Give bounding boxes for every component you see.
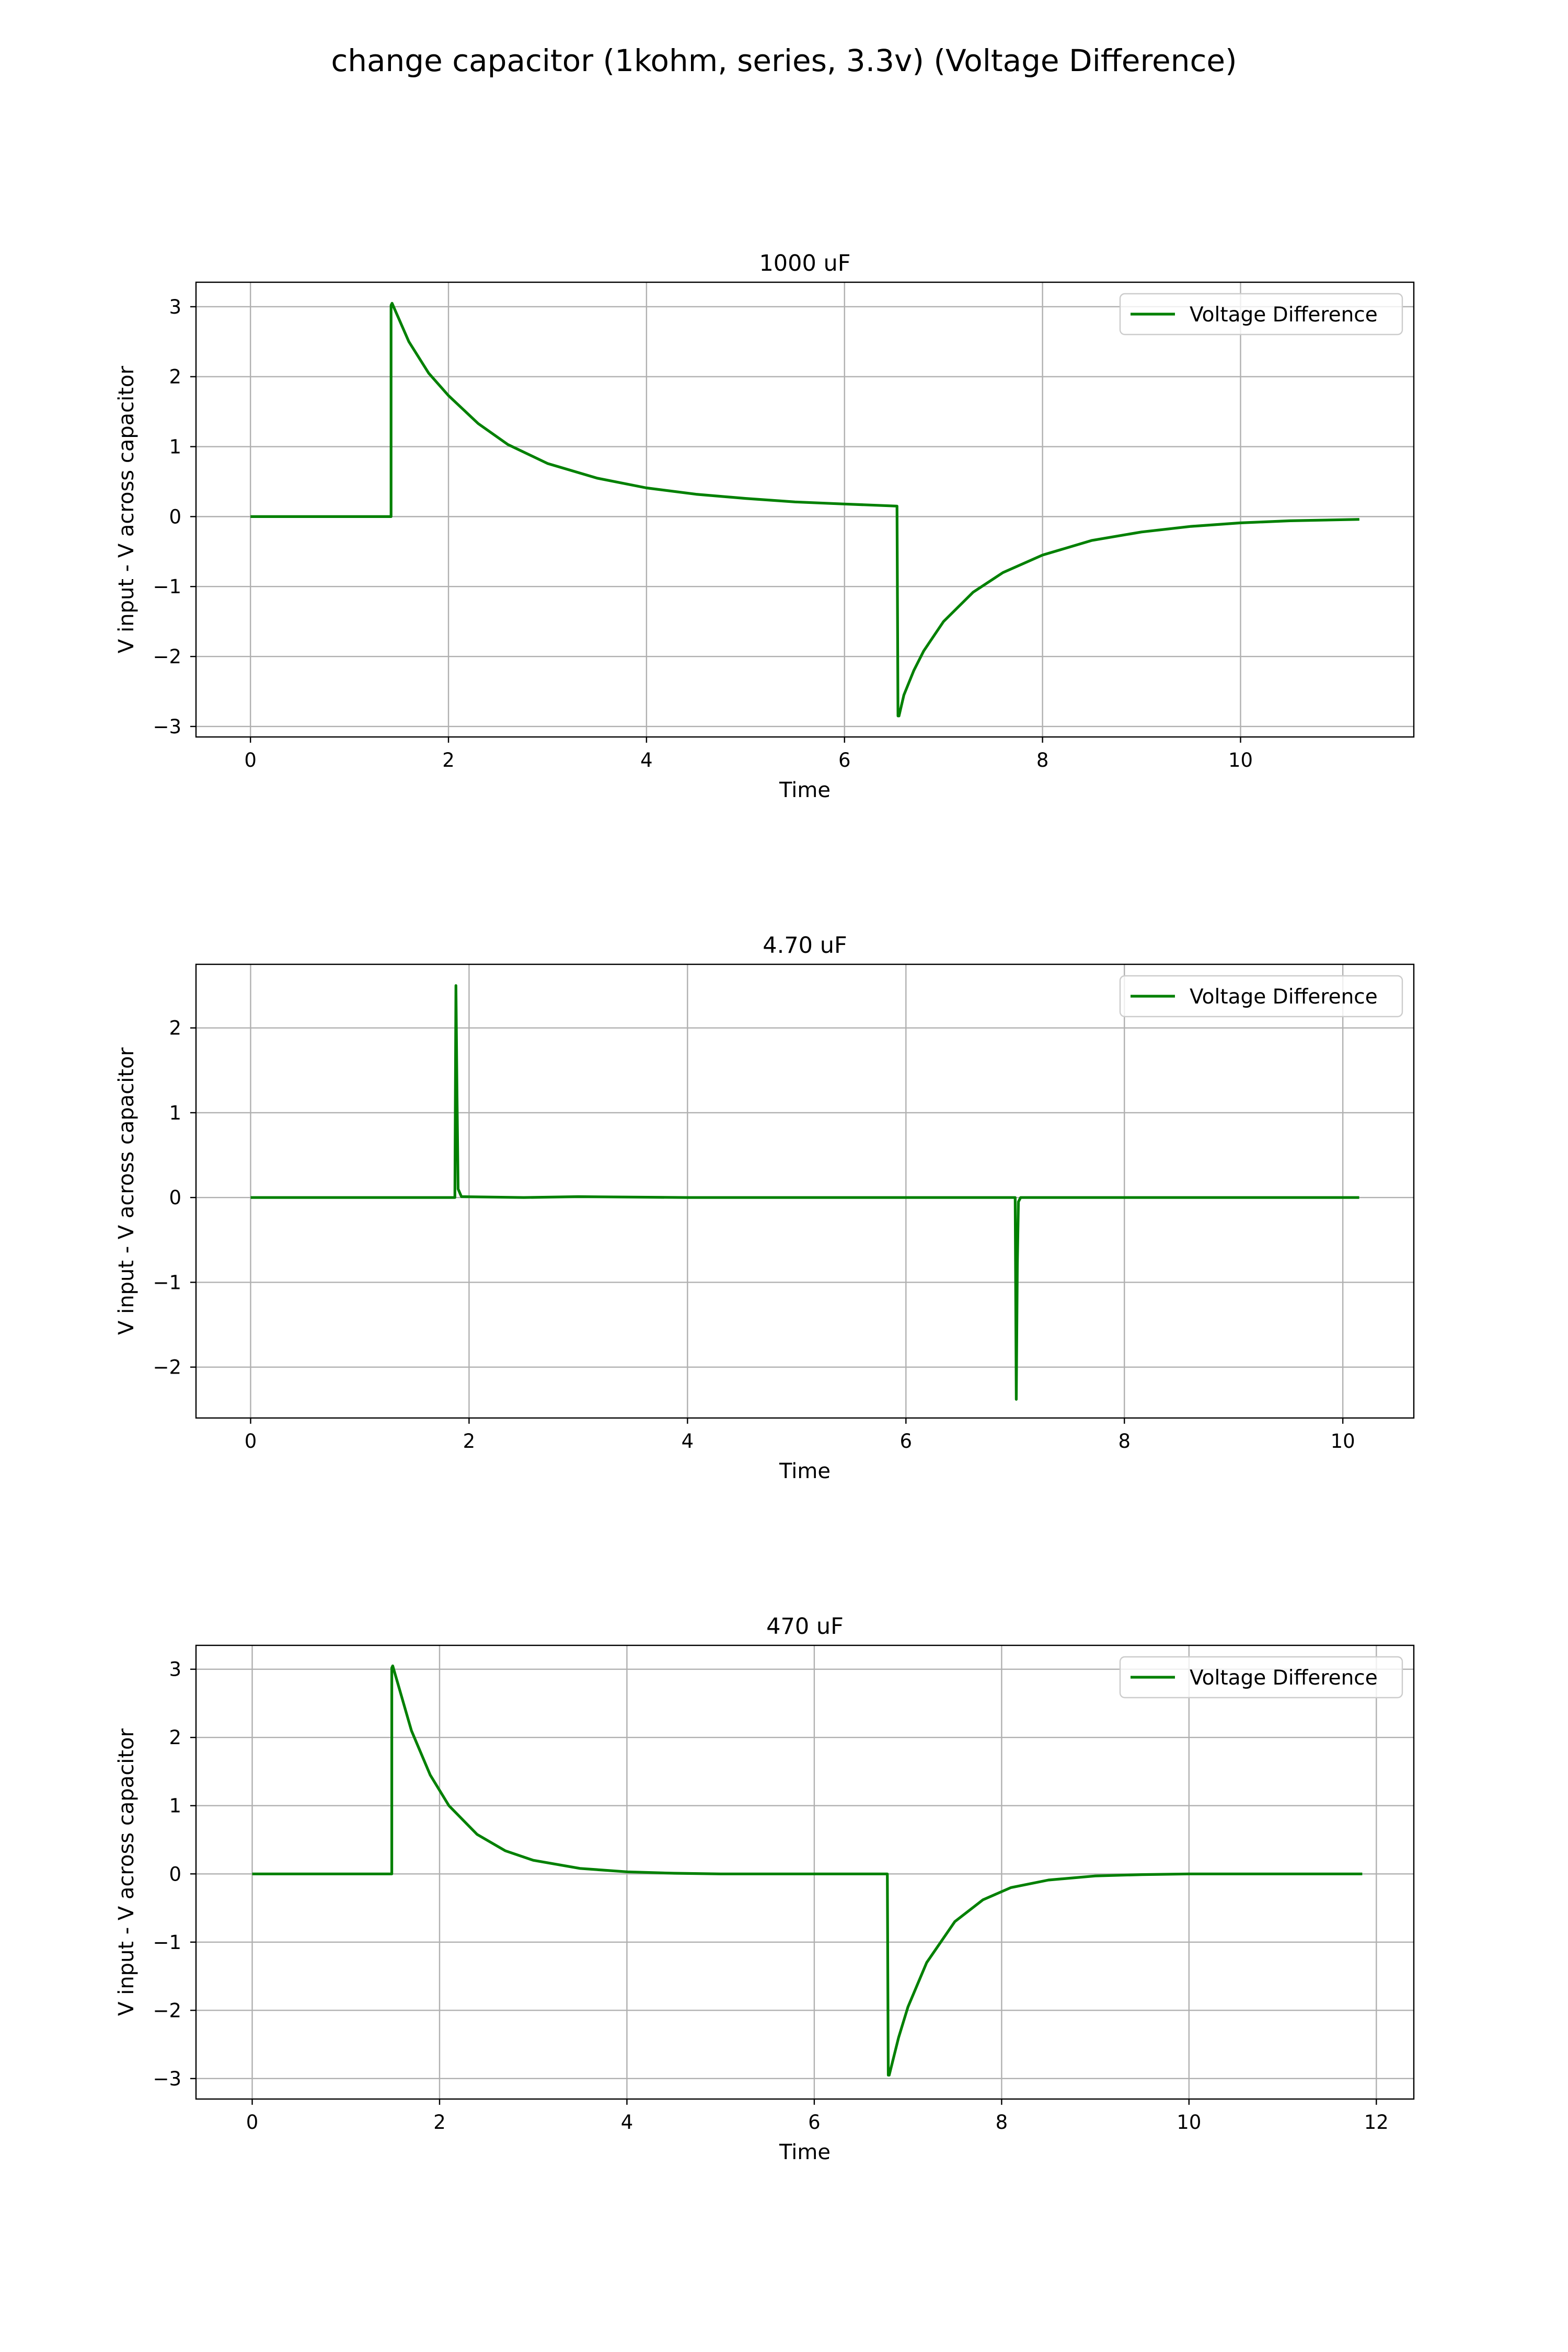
y-tick-label: 1 [169, 1102, 181, 1124]
y-tick-label: 3 [169, 1658, 181, 1681]
y-tick-label: −1 [153, 575, 181, 598]
y-tick-label: −3 [153, 2068, 181, 2090]
y-tick-label: 2 [169, 1017, 181, 1040]
subplot-title: 4.70 uF [763, 932, 847, 959]
y-tick-label: −1 [153, 1931, 181, 1954]
legend-label: Voltage Difference [1190, 303, 1378, 327]
legend: Voltage Difference [1119, 975, 1403, 1018]
y-tick-label: 2 [169, 1726, 181, 1749]
x-tick-label: 0 [245, 1430, 257, 1452]
y-tick-label: 1 [169, 436, 181, 458]
y-tick-label: −2 [153, 1356, 181, 1379]
legend-box [1119, 1656, 1403, 1699]
x-tick-label: 4 [640, 749, 653, 771]
series-line-voltage-difference [250, 302, 1359, 718]
y-tick-label: −2 [153, 1999, 181, 2022]
legend: Voltage Difference [1119, 1656, 1403, 1699]
y-tick-label: 2 [169, 366, 181, 388]
y-tick-label: −1 [153, 1271, 181, 1294]
legend-label: Voltage Difference [1190, 1666, 1378, 1690]
x-tick-label: 0 [244, 749, 257, 771]
x-tick-label: 6 [838, 749, 851, 771]
series-line-voltage-difference [250, 984, 1359, 1401]
plot-area [196, 964, 1414, 1418]
y-tick-label: −3 [153, 716, 181, 738]
x-tick-label: 2 [442, 749, 455, 771]
axes-frame [195, 281, 1415, 738]
legend-label: Voltage Difference [1190, 985, 1378, 1009]
series-line-voltage-difference [252, 1664, 1363, 2077]
legend: Voltage Difference [1119, 293, 1403, 336]
x-tick-label: 2 [433, 2111, 446, 2134]
x-tick-label: 8 [1118, 1430, 1131, 1452]
x-tick-label: 6 [900, 1430, 913, 1452]
x-tick-label: 8 [996, 2111, 1008, 2134]
y-axis-label: V input - V across capacitor [114, 1047, 139, 1335]
x-tick-label: 12 [1364, 2111, 1389, 2134]
y-axis-label: V input - V across capacitor [114, 1728, 139, 2016]
x-tick-label: 10 [1177, 2111, 1201, 2134]
subplot-title: 1000 uF [759, 250, 850, 276]
x-axis-label: Time [779, 778, 831, 802]
legend-box [1119, 293, 1403, 336]
plot-area [196, 1645, 1414, 2099]
x-tick-label: 0 [246, 2111, 259, 2134]
y-tick-label: 3 [169, 296, 181, 318]
x-tick-label: 8 [1036, 749, 1049, 771]
x-axis-label: Time [779, 2140, 831, 2164]
plot-area [196, 282, 1414, 737]
x-tick-label: 6 [808, 2111, 821, 2134]
y-tick-label: 1 [169, 1795, 181, 1817]
y-tick-label: 0 [169, 505, 181, 528]
x-tick-label: 2 [463, 1430, 476, 1452]
figure-title: change capacitor (1kohm, series, 3.3v) (… [331, 43, 1237, 78]
axes-frame [195, 1644, 1415, 2100]
x-tick-label: 10 [1228, 749, 1253, 771]
x-axis-label: Time [779, 1459, 831, 1483]
legend-box [1119, 975, 1403, 1018]
y-tick-label: −2 [153, 645, 181, 668]
y-axis-label: V input - V across capacitor [114, 365, 139, 653]
x-tick-label: 4 [682, 1430, 694, 1452]
y-tick-label: 0 [169, 1186, 181, 1209]
x-tick-label: 4 [621, 2111, 633, 2134]
subplot-title: 470 uF [766, 1613, 844, 1640]
y-tick-label: 0 [169, 1863, 181, 1885]
x-tick-label: 10 [1331, 1430, 1355, 1452]
axes-frame [195, 963, 1415, 1419]
